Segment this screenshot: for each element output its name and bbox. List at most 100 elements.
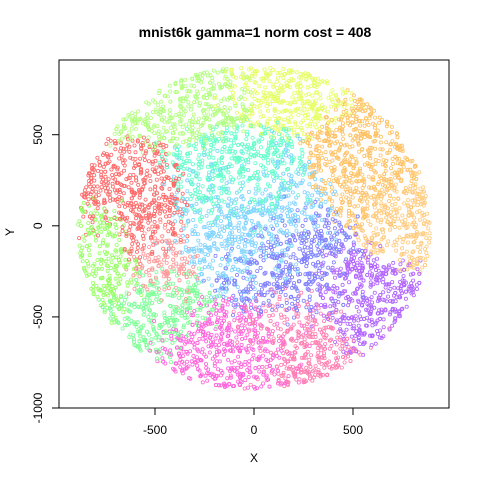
data-point bbox=[149, 337, 154, 342]
data-point bbox=[254, 122, 259, 127]
data-point bbox=[372, 125, 377, 130]
data-point bbox=[259, 384, 264, 389]
data-point bbox=[204, 70, 209, 75]
data-point bbox=[258, 230, 263, 235]
data-point bbox=[270, 240, 275, 245]
data-point bbox=[89, 175, 94, 180]
data-point bbox=[195, 359, 200, 364]
data-point bbox=[101, 164, 106, 169]
data-point bbox=[252, 323, 257, 328]
data-point bbox=[240, 296, 245, 301]
data-point bbox=[339, 309, 344, 314]
data-point bbox=[299, 210, 304, 215]
data-point bbox=[245, 266, 250, 271]
data-point bbox=[166, 238, 171, 243]
data-point bbox=[376, 158, 381, 163]
data-point bbox=[366, 303, 371, 308]
data-point bbox=[255, 98, 260, 103]
data-point bbox=[280, 334, 285, 339]
data-point bbox=[146, 314, 151, 319]
data-point bbox=[405, 197, 410, 202]
data-point bbox=[203, 245, 208, 250]
data-point bbox=[246, 67, 251, 72]
data-point bbox=[342, 158, 347, 163]
data-point bbox=[225, 238, 230, 243]
data-point bbox=[356, 238, 361, 243]
data-point bbox=[304, 365, 309, 370]
data-point bbox=[148, 215, 153, 220]
data-point bbox=[283, 376, 288, 381]
data-point bbox=[286, 68, 291, 73]
data-point bbox=[186, 320, 191, 325]
data-point bbox=[166, 175, 171, 180]
data-point bbox=[188, 288, 193, 293]
data-point bbox=[97, 251, 102, 256]
data-point bbox=[393, 201, 398, 206]
data-point bbox=[82, 238, 87, 243]
data-point bbox=[200, 294, 205, 299]
data-point bbox=[233, 136, 238, 141]
data-point bbox=[227, 321, 232, 326]
data-point bbox=[292, 91, 297, 96]
data-point bbox=[254, 317, 259, 322]
data-point bbox=[344, 233, 349, 238]
data-point bbox=[381, 235, 386, 240]
data-point bbox=[300, 128, 305, 133]
data-point bbox=[185, 260, 190, 265]
data-point bbox=[360, 172, 365, 177]
data-point bbox=[357, 166, 362, 171]
data-point bbox=[336, 249, 341, 254]
data-point bbox=[101, 152, 106, 157]
data-point bbox=[79, 223, 84, 228]
data-point bbox=[289, 115, 294, 120]
data-point bbox=[171, 366, 176, 371]
data-point bbox=[273, 123, 278, 128]
data-point bbox=[388, 298, 393, 303]
data-point bbox=[371, 177, 376, 182]
data-point bbox=[245, 385, 250, 390]
data-point bbox=[94, 283, 99, 288]
data-point bbox=[146, 303, 151, 308]
data-point bbox=[235, 315, 240, 320]
data-point bbox=[399, 169, 404, 174]
data-point bbox=[301, 139, 306, 144]
data-point bbox=[253, 244, 258, 249]
data-point bbox=[111, 312, 116, 317]
data-point bbox=[250, 277, 255, 282]
data-point bbox=[155, 280, 160, 285]
data-point bbox=[101, 283, 106, 288]
data-point bbox=[340, 137, 345, 142]
data-point bbox=[284, 300, 289, 305]
data-point bbox=[421, 189, 426, 194]
data-point bbox=[198, 307, 203, 312]
data-point bbox=[198, 72, 203, 77]
data-point bbox=[167, 323, 172, 328]
data-point bbox=[256, 290, 261, 295]
data-point bbox=[109, 167, 114, 172]
data-point bbox=[240, 123, 245, 128]
data-point bbox=[273, 95, 278, 100]
data-point bbox=[257, 207, 262, 212]
data-point bbox=[370, 300, 375, 305]
data-point bbox=[396, 268, 401, 273]
data-point bbox=[359, 275, 364, 280]
data-point bbox=[284, 228, 289, 233]
data-point bbox=[319, 218, 324, 223]
data-point bbox=[330, 315, 335, 320]
data-point bbox=[293, 107, 298, 112]
data-point bbox=[352, 326, 357, 331]
data-point bbox=[222, 176, 227, 181]
data-point bbox=[276, 110, 281, 115]
data-point bbox=[81, 214, 86, 219]
data-point bbox=[329, 204, 334, 209]
data-point bbox=[213, 104, 218, 109]
data-point bbox=[385, 294, 390, 299]
data-point bbox=[147, 298, 152, 303]
data-point bbox=[371, 214, 376, 219]
data-point bbox=[298, 341, 303, 346]
data-point bbox=[206, 170, 211, 175]
data-point bbox=[340, 244, 345, 249]
data-point bbox=[89, 286, 94, 291]
data-point bbox=[239, 214, 244, 219]
data-point bbox=[312, 116, 317, 121]
